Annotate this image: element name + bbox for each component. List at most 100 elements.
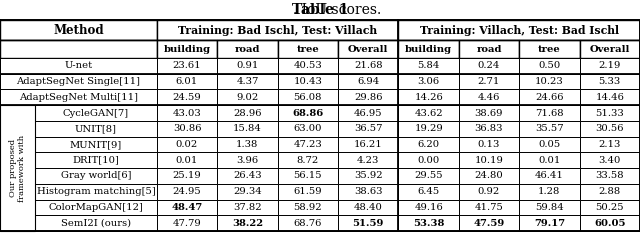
Text: U-net: U-net <box>65 61 92 70</box>
Text: 47.23: 47.23 <box>293 140 322 149</box>
Text: 0.92: 0.92 <box>478 187 500 196</box>
Bar <box>519 215 580 231</box>
Text: 2.71: 2.71 <box>478 77 500 86</box>
Text: 79.17: 79.17 <box>534 219 565 228</box>
Text: 4.37: 4.37 <box>236 77 259 86</box>
Text: 0.24: 0.24 <box>478 61 500 70</box>
Text: AdaptSegNet Multi[11]: AdaptSegNet Multi[11] <box>19 93 138 102</box>
Text: 0.05: 0.05 <box>538 140 561 149</box>
Text: 56.08: 56.08 <box>294 93 322 102</box>
Text: 28.96: 28.96 <box>233 109 262 117</box>
Text: 10.43: 10.43 <box>293 77 322 86</box>
Bar <box>157 168 217 184</box>
Bar <box>0 152 35 168</box>
Text: tree: tree <box>538 45 561 54</box>
Bar <box>580 152 640 168</box>
Text: 51.33: 51.33 <box>595 109 624 117</box>
Text: 2.19: 2.19 <box>598 61 621 70</box>
Bar <box>278 215 338 231</box>
Text: 1.28: 1.28 <box>538 187 561 196</box>
Text: CycleGAN[7]: CycleGAN[7] <box>63 109 129 117</box>
Text: 37.82: 37.82 <box>233 203 262 212</box>
Text: 29.34: 29.34 <box>233 187 262 196</box>
Bar <box>278 137 338 152</box>
Text: 6.20: 6.20 <box>417 140 440 149</box>
Text: 30.56: 30.56 <box>596 124 624 133</box>
Text: 0.91: 0.91 <box>236 61 259 70</box>
Text: Table 1: Table 1 <box>292 3 348 17</box>
Text: 0.50: 0.50 <box>538 61 561 70</box>
Bar <box>459 152 519 168</box>
Text: 46.41: 46.41 <box>535 171 564 180</box>
Bar <box>278 152 338 168</box>
Text: 40.53: 40.53 <box>293 61 322 70</box>
Bar <box>0 137 35 152</box>
Text: SemI2I (ours): SemI2I (ours) <box>61 219 131 228</box>
Text: Our proposed
framework with: Our proposed framework with <box>9 134 26 202</box>
Bar <box>580 215 640 231</box>
Bar <box>398 121 459 137</box>
Text: 3.40: 3.40 <box>598 156 621 165</box>
Bar <box>459 168 519 184</box>
Text: 68.86: 68.86 <box>292 109 323 117</box>
Bar <box>338 215 398 231</box>
Bar <box>398 184 459 199</box>
Text: 71.68: 71.68 <box>535 109 564 117</box>
Bar <box>338 89 398 105</box>
Bar <box>398 168 459 184</box>
Text: 38.63: 38.63 <box>354 187 383 196</box>
Text: 30.86: 30.86 <box>173 124 201 133</box>
Bar <box>35 168 157 184</box>
Text: 0.13: 0.13 <box>478 140 500 149</box>
Text: 50.25: 50.25 <box>595 203 624 212</box>
Bar <box>338 74 398 89</box>
Text: 6.45: 6.45 <box>417 187 440 196</box>
Bar <box>459 105 519 121</box>
Bar <box>459 121 519 137</box>
Text: 25.19: 25.19 <box>173 171 202 180</box>
Text: 48.47: 48.47 <box>172 203 203 212</box>
Bar <box>459 89 519 105</box>
Bar <box>157 199 217 215</box>
Text: 6.01: 6.01 <box>176 77 198 86</box>
Text: ColorMapGAN[12]: ColorMapGAN[12] <box>49 203 143 212</box>
Text: 19.29: 19.29 <box>414 124 443 133</box>
Bar <box>278 121 338 137</box>
Text: 21.68: 21.68 <box>354 61 383 70</box>
Text: 1.38: 1.38 <box>236 140 259 149</box>
Bar <box>35 199 157 215</box>
Bar <box>217 105 278 121</box>
Bar <box>398 137 459 152</box>
Text: 35.92: 35.92 <box>354 171 383 180</box>
Text: 43.62: 43.62 <box>414 109 443 117</box>
Text: 23.61: 23.61 <box>173 61 202 70</box>
Text: tree: tree <box>296 45 319 54</box>
Text: 53.38: 53.38 <box>413 219 444 228</box>
Text: 47.79: 47.79 <box>173 219 202 228</box>
Text: 24.66: 24.66 <box>535 93 564 102</box>
Bar <box>0 89 157 105</box>
Bar <box>278 184 338 199</box>
Bar <box>217 89 278 105</box>
Text: 61.59: 61.59 <box>294 187 322 196</box>
Bar <box>338 58 398 74</box>
Text: 3.96: 3.96 <box>236 156 259 165</box>
Bar <box>0 215 35 231</box>
Bar <box>338 105 398 121</box>
Bar <box>519 58 580 74</box>
Text: 4.46: 4.46 <box>478 93 500 102</box>
Bar <box>35 137 157 152</box>
Bar <box>35 215 157 231</box>
Text: 38.22: 38.22 <box>232 219 263 228</box>
Text: UNIT[8]: UNIT[8] <box>75 124 117 133</box>
Bar <box>278 105 338 121</box>
Bar <box>157 152 217 168</box>
Text: 3.06: 3.06 <box>417 77 440 86</box>
Text: 29.86: 29.86 <box>354 93 383 102</box>
Bar <box>459 58 519 74</box>
Text: 2.88: 2.88 <box>598 187 621 196</box>
Bar <box>580 184 640 199</box>
Bar <box>519 168 580 184</box>
Bar <box>217 74 278 89</box>
Bar <box>278 74 338 89</box>
